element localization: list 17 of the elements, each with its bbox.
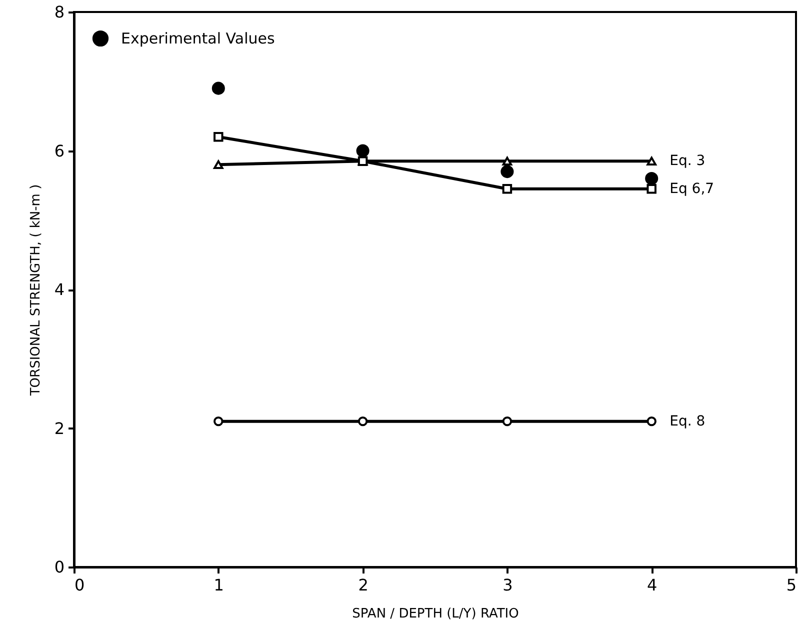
x-tick-label: 3 [502, 576, 513, 594]
y-tick-label: 2 [54, 418, 64, 438]
series-label: Eq. 3 [670, 153, 706, 170]
y-axis-title: TORSIONAL STRENGTH, ( kN-m ) [28, 184, 44, 397]
x-tick-label: 4 [647, 576, 658, 594]
x-tick-label: 2 [358, 576, 368, 594]
y-tick-label: 0 [54, 558, 64, 576]
y-tick-label: 4 [54, 280, 64, 299]
series-label: Eq. 8 [670, 413, 706, 430]
series-label: Eq 6,7 [670, 180, 714, 197]
y-tick-label: 8 [54, 2, 64, 22]
x-tick-label: 5 [786, 576, 796, 594]
x-axis-title: SPAN / DEPTH (L/Y) RATIO [352, 606, 519, 622]
x-tick-label: 1 [214, 576, 224, 594]
y-tick-label: 6 [54, 141, 64, 160]
x-tick-label: 0 [74, 576, 85, 594]
legend-label: Experimental Values [121, 30, 275, 48]
